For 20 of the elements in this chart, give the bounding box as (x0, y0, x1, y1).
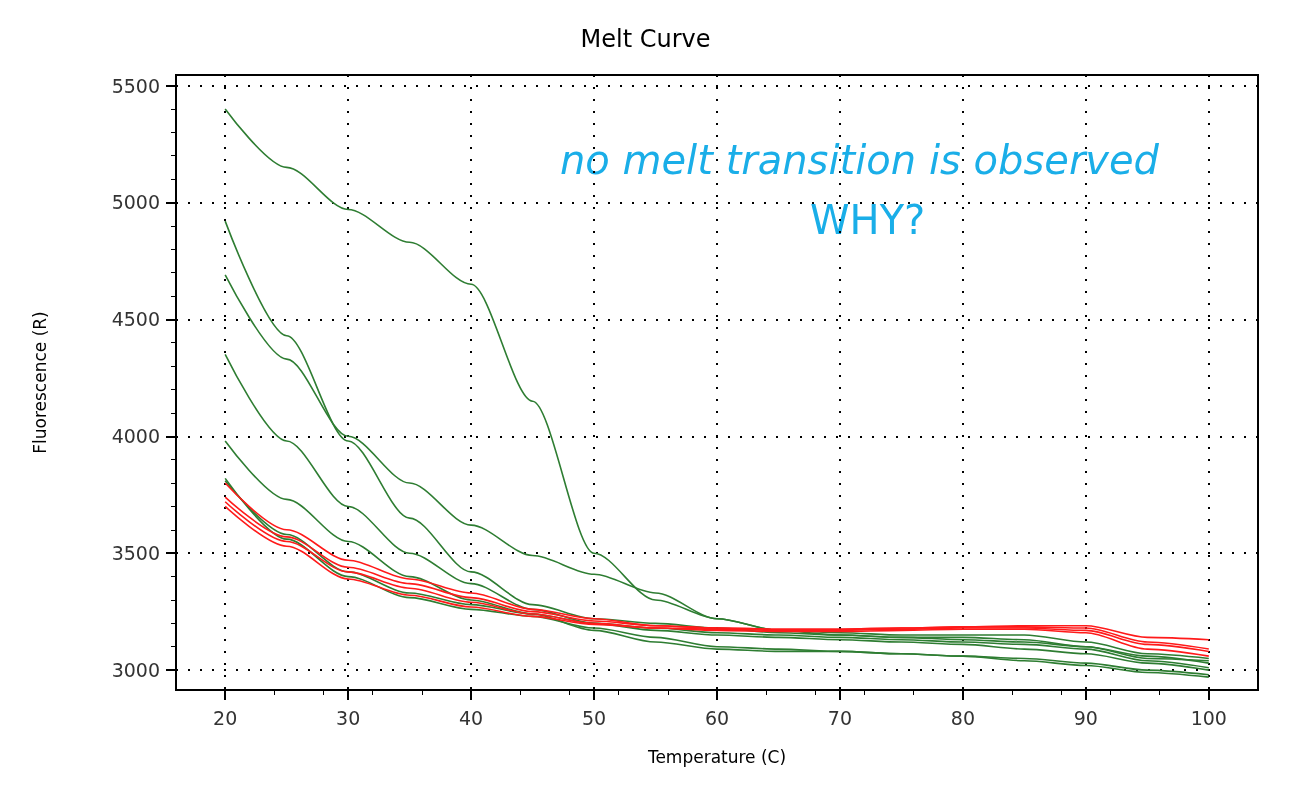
y-tick-label: 4500 (111, 308, 160, 331)
y-tick-label: 4000 (111, 425, 160, 448)
x-tick-label: 20 (213, 706, 238, 729)
x-tick-label: 50 (581, 706, 607, 729)
y-tick-label: 5500 (111, 74, 160, 97)
y-tick-label: 3000 (111, 659, 160, 682)
x-tick-label: 90 (1073, 706, 1098, 729)
y-axis-title: Fluorescence (R) (29, 311, 50, 454)
x-tick-label: 80 (950, 706, 975, 729)
x-axis-title: Temperature (C) (646, 746, 787, 767)
y-tick-label: 5000 (111, 191, 160, 214)
x-tick-label: 30 (336, 706, 361, 729)
annotation: WHY? (810, 197, 926, 243)
chart-title: Melt Curve (580, 25, 711, 53)
annotation: no melt transition is observed (560, 137, 1160, 183)
x-tick-label: 40 (459, 706, 484, 729)
y-tick-label: 3500 (111, 542, 160, 565)
x-tick-label: 70 (827, 706, 853, 729)
x-tick-label: 60 (704, 706, 730, 729)
x-tick-label: 100 (1190, 706, 1227, 729)
